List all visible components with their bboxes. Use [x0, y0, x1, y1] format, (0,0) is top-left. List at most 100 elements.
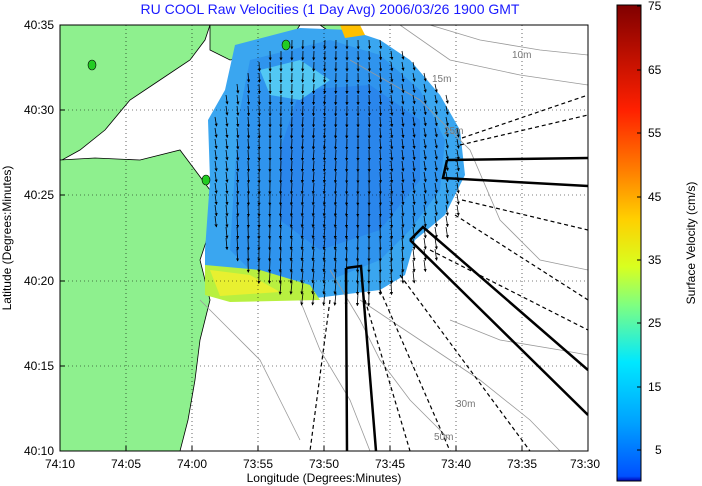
velocity-arrow [289, 204, 293, 217]
x-axis-label: Longitude (Degrees:Minutes) [247, 471, 402, 485]
velocity-arrow [289, 160, 294, 173]
velocity-arrow [322, 204, 326, 217]
velocity-arrow [333, 149, 338, 162]
velocity-arrow [378, 127, 383, 139]
velocity-arrow [378, 149, 383, 162]
velocity-arrow [300, 116, 305, 128]
velocity-arrow [279, 193, 283, 206]
velocity-arrow [367, 61, 371, 72]
velocity-arrow [445, 182, 449, 194]
colorbar-tick-label: 25 [648, 316, 662, 330]
velocity-arrow [378, 105, 383, 117]
longitude-ticks: 74:10 74:05 74:00 73:55 73:50 73:45 73:4… [45, 457, 600, 471]
velocity-arrow [390, 182, 394, 195]
velocity-arrow [311, 149, 315, 162]
velocity-arrow [356, 248, 360, 262]
velocity-arrow [355, 281, 360, 296]
colorbar-tick-label: 5 [655, 443, 662, 457]
velocity-arrow [333, 215, 337, 228]
contour-label: 30m [456, 399, 475, 410]
lat-tick-label: 40:10 [24, 444, 54, 458]
velocity-arrow [423, 259, 427, 273]
contour-label: 25m [444, 126, 463, 137]
velocity-arrow [289, 281, 293, 295]
velocity-arrow [423, 215, 427, 228]
velocity-arrow [401, 83, 405, 94]
velocity-arrow [378, 116, 383, 128]
velocity-arrow [311, 292, 315, 306]
velocity-arrow [412, 127, 416, 138]
velocity-arrow [390, 226, 394, 240]
velocity-arrow [423, 83, 427, 93]
colorbar-tick-label: 45 [648, 190, 662, 204]
velocity-arrow [367, 72, 371, 83]
tick-marks [60, 109, 523, 451]
velocity-arrow [412, 259, 416, 273]
station-marker [281, 39, 291, 51]
velocity-arrow [300, 270, 304, 284]
velocity-arrow [246, 116, 251, 128]
velocity-arrow [225, 237, 229, 251]
lon-tick-label: 73:50 [309, 457, 339, 471]
velocity-arrow [225, 204, 229, 217]
colorbar-tick-label: 65 [648, 63, 662, 77]
velocity-arrow [401, 204, 405, 217]
velocity-arrow [278, 259, 282, 273]
velocity-arrow [311, 248, 315, 262]
velocity-arrow [301, 94, 305, 106]
velocity-arrow [456, 160, 460, 172]
velocity-arrow [434, 215, 438, 228]
velocity-arrow [236, 105, 240, 117]
velocity-arrow [456, 138, 460, 149]
velocity-arrow [445, 94, 449, 104]
velocity-arrow [289, 226, 293, 240]
velocity-arrow [225, 94, 229, 105]
lon-tick-label: 73:40 [441, 457, 471, 471]
velocity-arrow [378, 50, 383, 61]
velocity-arrow [333, 237, 337, 251]
velocity-arrow [312, 94, 316, 106]
contour-label: 15m [432, 74, 451, 85]
velocity-arrow [322, 127, 327, 139]
velocity-arrow [311, 259, 315, 273]
velocity-arrow [456, 171, 460, 183]
colorbar-tick-label: 35 [648, 253, 662, 267]
velocity-arrow [401, 237, 405, 251]
colorbar-tick-label: 55 [648, 126, 662, 140]
velocity-arrow [322, 237, 326, 251]
velocity-arrow [322, 182, 326, 195]
velocity-arrow [289, 171, 294, 184]
velocity-arrow [290, 138, 294, 150]
velocity-arrow [225, 105, 229, 116]
velocity-arrow [389, 248, 394, 262]
velocity-arrow [390, 237, 394, 251]
velocity-arrow [323, 105, 327, 117]
velocity-arrow [423, 237, 427, 250]
latitude-ticks: 40:35 40:30 40:25 40:20 40:15 40:10 [24, 18, 54, 458]
velocity-arrow [378, 72, 383, 83]
velocity-arrow [225, 149, 229, 161]
velocity-arrow [300, 215, 304, 228]
velocity-arrow [333, 248, 337, 262]
velocity-arrow [367, 83, 371, 95]
velocity-arrow [456, 149, 460, 161]
velocity-arrow [378, 138, 383, 150]
contour-label: 50m [434, 432, 453, 443]
velocity-arrow [322, 116, 327, 128]
velocity-arrow [300, 281, 304, 295]
velocity-arrow [367, 50, 371, 61]
velocity-arrow [246, 127, 251, 139]
velocity-arrow [300, 149, 305, 162]
velocity-arrow [322, 270, 326, 284]
velocity-arrow [401, 248, 405, 262]
velocity-arrow [322, 215, 326, 228]
velocity-vectors [214, 39, 460, 307]
velocity-arrow [390, 215, 394, 229]
velocity-arrow [434, 204, 438, 216]
velocity-arrow [412, 160, 416, 172]
velocity-arrow [257, 83, 261, 95]
velocity-arrow [390, 50, 394, 61]
velocity-arrow [311, 160, 315, 173]
velocity-arrow [401, 105, 405, 116]
